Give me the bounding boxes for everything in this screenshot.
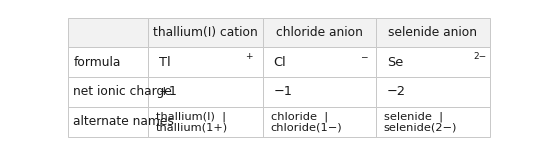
Bar — [376, 107, 490, 137]
Bar — [148, 18, 263, 47]
Text: Se: Se — [387, 56, 403, 69]
Text: selenide(2−): selenide(2−) — [384, 123, 457, 133]
Bar — [68, 77, 148, 107]
Text: chloride  |: chloride | — [271, 111, 328, 122]
Text: thallium(I) cation: thallium(I) cation — [153, 26, 258, 39]
Text: selenide anion: selenide anion — [388, 26, 478, 39]
Bar — [376, 77, 490, 107]
Text: −: − — [360, 52, 368, 61]
Text: 2−: 2− — [473, 52, 486, 61]
Text: chloride(1−): chloride(1−) — [271, 123, 342, 133]
Bar — [148, 77, 263, 107]
Bar — [68, 47, 148, 77]
Text: net ionic charge: net ionic charge — [73, 85, 172, 99]
Bar — [148, 47, 263, 77]
Text: −1: −1 — [274, 85, 293, 99]
Text: selenide  |: selenide | — [384, 111, 443, 122]
Bar — [68, 107, 148, 137]
Bar — [263, 18, 376, 47]
Bar — [376, 18, 490, 47]
Text: thallium(1+): thallium(1+) — [156, 123, 228, 133]
Bar — [263, 77, 376, 107]
Bar — [148, 107, 263, 137]
Text: chloride anion: chloride anion — [276, 26, 363, 39]
Text: +: + — [245, 52, 252, 61]
Text: Cl: Cl — [274, 56, 286, 69]
Text: alternate names: alternate names — [73, 116, 175, 128]
Text: Tl: Tl — [159, 56, 170, 69]
Bar — [263, 107, 376, 137]
Text: −2: −2 — [387, 85, 406, 99]
Bar — [376, 47, 490, 77]
Text: +1: +1 — [159, 85, 178, 99]
Bar — [263, 47, 376, 77]
Bar — [68, 18, 148, 47]
Text: thallium(I)  |: thallium(I) | — [156, 111, 226, 122]
Text: formula: formula — [73, 56, 121, 69]
